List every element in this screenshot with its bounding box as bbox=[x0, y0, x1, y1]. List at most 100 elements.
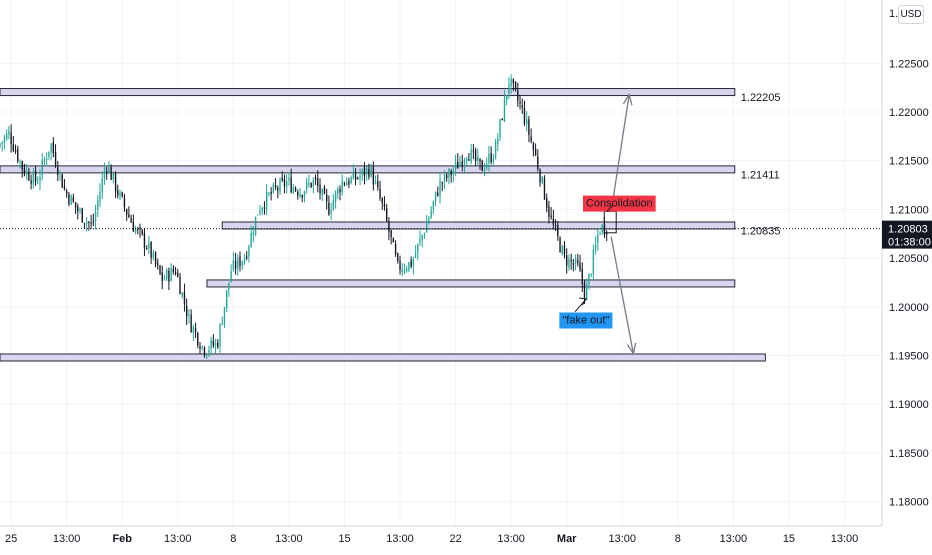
candle-body bbox=[341, 181, 343, 193]
time-tick-label: 13:00 bbox=[386, 533, 414, 545]
candle-body bbox=[579, 262, 581, 270]
candle-body bbox=[279, 179, 281, 193]
candle-body bbox=[179, 276, 181, 295]
price-tick-label: 1.19000 bbox=[889, 399, 929, 411]
candle-body bbox=[334, 191, 337, 202]
candle-body bbox=[539, 169, 541, 183]
time-tick-label: 15 bbox=[783, 533, 795, 545]
candle-body bbox=[566, 255, 568, 266]
candle-body bbox=[288, 178, 290, 181]
candle-body bbox=[65, 191, 68, 194]
candle-body bbox=[363, 167, 366, 176]
candle-body bbox=[441, 182, 443, 184]
candle-body bbox=[254, 216, 257, 235]
projection-arrow-head bbox=[622, 92, 633, 106]
candle-body bbox=[374, 181, 377, 184]
candle-body bbox=[414, 253, 417, 258]
candle-body bbox=[63, 186, 66, 190]
time-tick-label: 13:00 bbox=[164, 533, 192, 545]
candle-body bbox=[194, 328, 197, 332]
candle-body bbox=[248, 246, 250, 257]
candle-body bbox=[532, 143, 535, 150]
candle-body bbox=[285, 181, 288, 187]
candle-body bbox=[546, 198, 548, 208]
candle-body bbox=[17, 149, 19, 162]
candle-body bbox=[37, 182, 39, 184]
candle-body bbox=[497, 138, 499, 145]
candle-body bbox=[297, 191, 299, 196]
candle-body bbox=[239, 256, 241, 267]
candle-body bbox=[68, 194, 70, 204]
candle-body bbox=[243, 258, 246, 263]
candle-body bbox=[148, 242, 150, 248]
candle-body bbox=[488, 153, 490, 163]
candle-body bbox=[221, 323, 223, 325]
annotation-text: "fake out" bbox=[562, 314, 609, 326]
candle-body bbox=[261, 207, 263, 211]
level-zone bbox=[206, 279, 736, 288]
level-label: 1.22205 bbox=[741, 92, 781, 104]
candle-body bbox=[268, 193, 270, 195]
projection-arrows bbox=[610, 92, 637, 356]
candle-body bbox=[208, 349, 210, 353]
candle-body bbox=[450, 171, 452, 176]
candle-body bbox=[97, 200, 99, 210]
candle-body bbox=[103, 170, 106, 179]
candle-body bbox=[337, 188, 339, 194]
price-tick-label: 1.18500 bbox=[889, 448, 929, 460]
candle-body bbox=[174, 271, 177, 274]
candle-body bbox=[123, 197, 126, 208]
candle-body bbox=[397, 253, 399, 261]
time-tick-label: 8 bbox=[230, 533, 236, 545]
candle-body bbox=[381, 198, 383, 204]
time-tick-label: 13:00 bbox=[831, 533, 859, 545]
candle-body bbox=[30, 180, 32, 184]
candle-body bbox=[483, 169, 486, 171]
candle-body bbox=[283, 179, 286, 187]
candle-body bbox=[350, 177, 352, 184]
candle-body bbox=[241, 261, 243, 266]
candle-body bbox=[552, 218, 555, 225]
candle-body bbox=[570, 259, 572, 262]
candle-body bbox=[392, 238, 395, 243]
candle-body bbox=[92, 221, 95, 223]
candle-body bbox=[59, 172, 61, 174]
candle-body bbox=[528, 119, 530, 135]
grid-lines bbox=[0, 0, 882, 526]
candle-body bbox=[274, 185, 277, 188]
candle-body bbox=[548, 205, 550, 217]
candle-body bbox=[85, 221, 88, 224]
candle-body bbox=[406, 268, 408, 271]
candle-body bbox=[34, 170, 37, 183]
currency-badge[interactable]: USD bbox=[898, 5, 924, 24]
candle-body bbox=[319, 184, 321, 194]
candle-body bbox=[541, 176, 543, 184]
candle-body bbox=[94, 211, 97, 222]
candle-body bbox=[205, 353, 208, 356]
candle-body bbox=[217, 342, 219, 348]
candle-body bbox=[557, 225, 559, 237]
candle-body bbox=[277, 188, 279, 191]
candle-body bbox=[83, 223, 86, 225]
candle-body bbox=[88, 221, 90, 223]
candle-body bbox=[79, 209, 81, 211]
candle-body bbox=[526, 119, 528, 125]
price-axis-bg bbox=[882, 0, 932, 526]
candle-body bbox=[561, 245, 563, 254]
candle-body bbox=[245, 256, 248, 259]
candle-body bbox=[583, 282, 586, 299]
candle-body bbox=[534, 148, 537, 156]
candle-body bbox=[183, 292, 186, 304]
candle-body bbox=[328, 202, 330, 215]
candle-body bbox=[470, 149, 472, 163]
candle-body bbox=[430, 210, 432, 218]
candle-body bbox=[588, 273, 590, 284]
candle-body bbox=[468, 159, 470, 161]
candle-body bbox=[428, 218, 430, 224]
candle-body bbox=[134, 228, 137, 233]
price-tick-label: 1.21500 bbox=[889, 156, 929, 168]
candle-body bbox=[477, 156, 479, 162]
